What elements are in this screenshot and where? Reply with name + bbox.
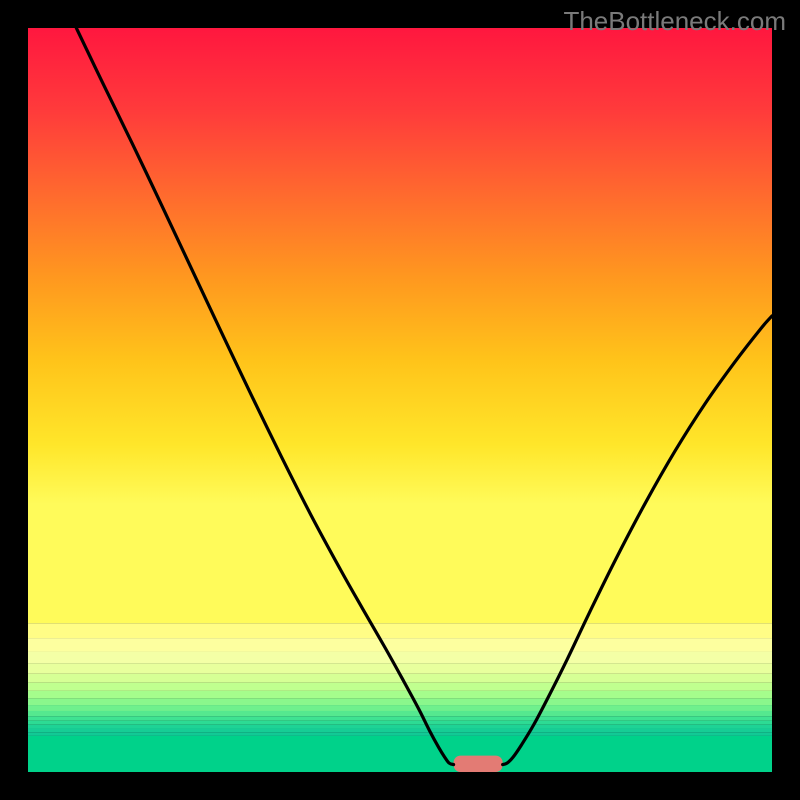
gradient-band <box>28 683 772 691</box>
gradient-band <box>28 698 772 705</box>
gradient-band <box>28 732 772 736</box>
watermark-text: TheBottleneck.com <box>563 6 786 37</box>
gradient-band <box>28 711 772 716</box>
bottleneck-chart <box>28 28 772 772</box>
gradient-band <box>28 705 772 711</box>
gradient-band <box>28 728 772 732</box>
gradient-floor <box>28 736 772 772</box>
gradient-band <box>28 651 772 663</box>
gradient-band <box>28 691 772 698</box>
gradient-band <box>28 725 772 729</box>
gradient-band <box>28 638 772 651</box>
gradient-band <box>28 721 772 725</box>
gradient-bg <box>28 28 772 623</box>
chart-frame: TheBottleneck.com <box>0 0 800 800</box>
gradient-band <box>28 623 772 638</box>
valley-marker <box>454 756 503 772</box>
gradient-band <box>28 716 772 720</box>
